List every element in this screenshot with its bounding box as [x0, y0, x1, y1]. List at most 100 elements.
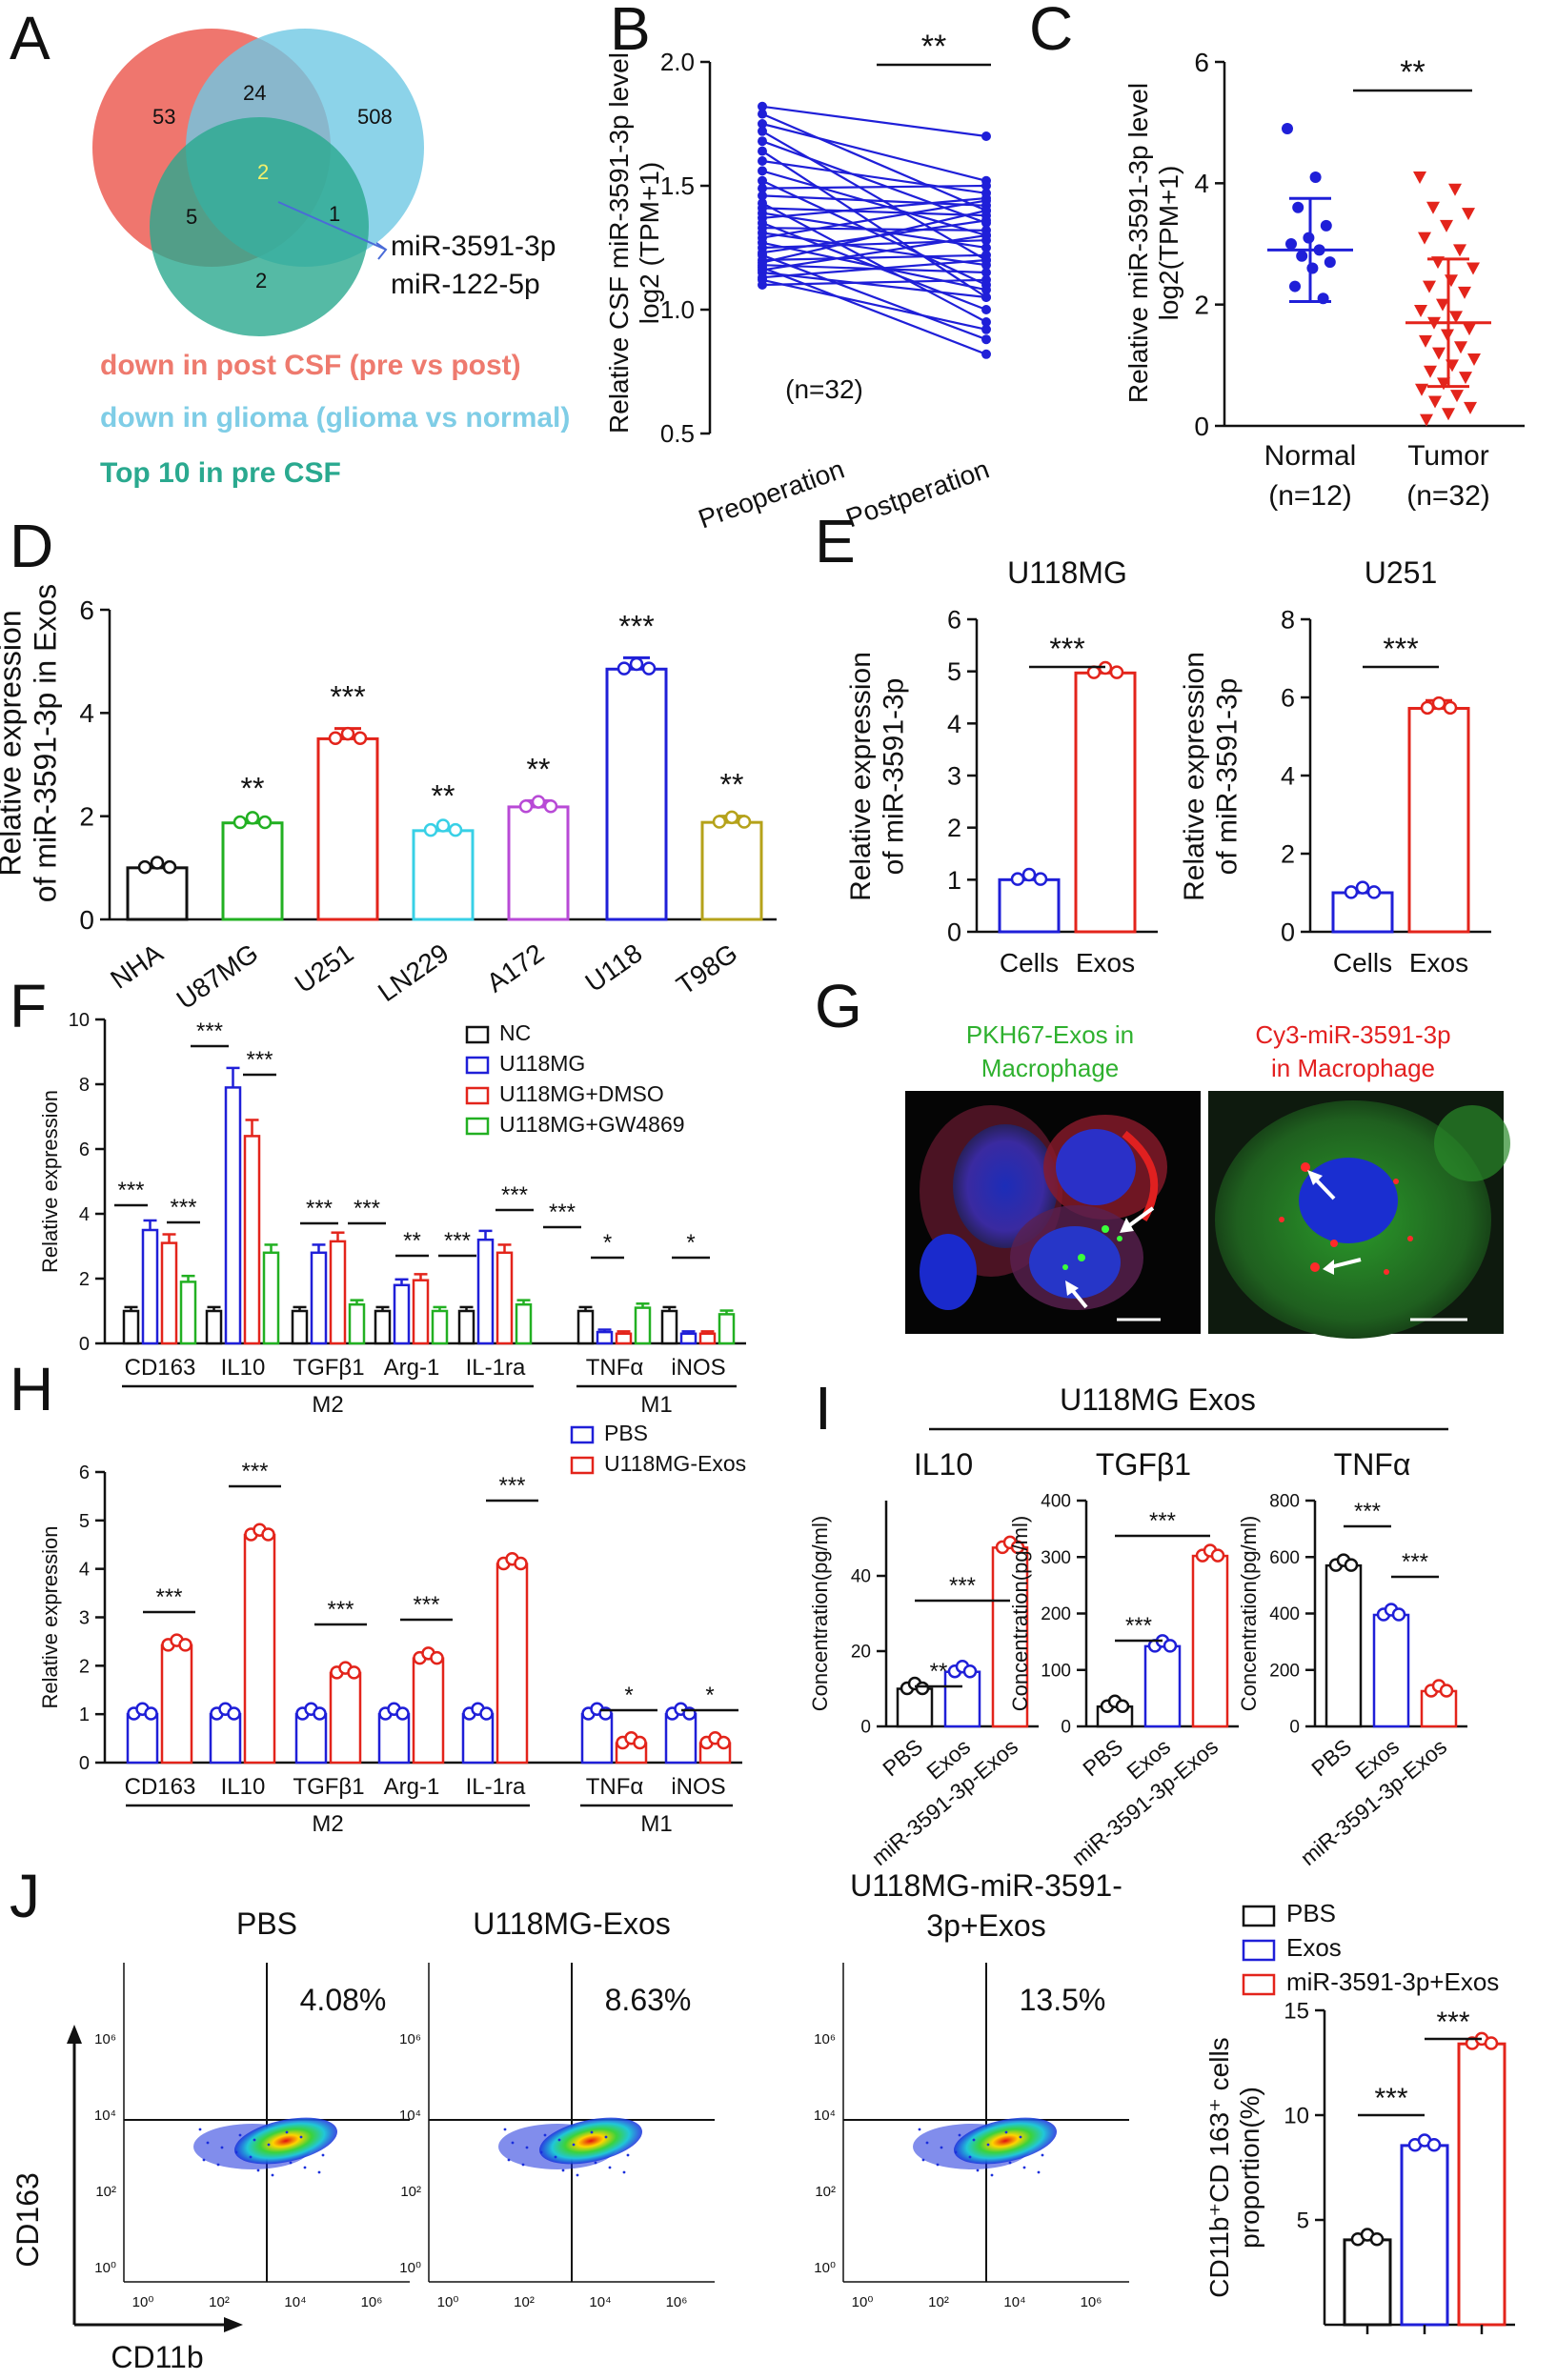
f-sig: *** [170, 1195, 196, 1220]
c-sig: ** [1400, 54, 1425, 91]
b-xlabel-post: Postperation [842, 454, 993, 534]
panel-letter-h: H [10, 1355, 53, 1423]
d-sig: ** [527, 752, 551, 786]
f-bar [243, 1135, 261, 1345]
j-event-dot [521, 2163, 525, 2167]
e2-bar [1331, 891, 1394, 934]
j2-point [1426, 2137, 1442, 2152]
panel-j-bar-chart: PBS Exos miR-3591-3p+Exos 5 10 15 CD11b⁺CD 163… [1204, 1899, 1515, 2334]
b-pre-point [758, 109, 767, 119]
venn-callout-line [277, 201, 387, 251]
f-legend-label: U118MG+GW4869 [499, 1112, 685, 1137]
i-bar [1372, 1613, 1410, 1728]
c-tumor-point [1453, 244, 1466, 257]
f-sig: *** [354, 1196, 380, 1221]
d-sig: *** [330, 680, 365, 715]
h-bar [329, 1671, 362, 1765]
e2-y-tick-label: 6 [1281, 683, 1295, 712]
e1-xlabel: Exos [1076, 948, 1135, 978]
j-x-tick: 10² [209, 2294, 230, 2310]
f-bar [374, 1309, 392, 1345]
b-post-point [981, 285, 991, 295]
b-pre-point [758, 119, 767, 129]
i-ylabel: Concentration(pg/ml) [1237, 1516, 1261, 1711]
j-x-tick: 10² [514, 2294, 535, 2310]
h-ylabel-line: Relative expression [38, 1526, 62, 1709]
venn-blue-green: 1 [329, 202, 340, 226]
b-pair-line [761, 140, 987, 225]
h-bar [160, 1644, 193, 1765]
h-bar [412, 1657, 445, 1765]
f-bar [457, 1309, 475, 1345]
i-title: TNFα [1334, 1447, 1411, 1482]
f-bar [122, 1309, 140, 1345]
f-sig: * [603, 1230, 612, 1256]
b-sig: ** [921, 29, 946, 65]
b-post-point [981, 215, 991, 226]
b-post-point [981, 292, 991, 302]
f-bar [576, 1309, 595, 1345]
h-group-label: M2 [312, 1811, 343, 1837]
i-sig: *** [1354, 1499, 1381, 1524]
j-xlabel: CD11b [111, 2340, 203, 2374]
c-tumor-point [1424, 365, 1437, 378]
b-pre-point [758, 156, 767, 166]
h-point [261, 1527, 275, 1542]
b-pair-line [761, 278, 987, 287]
i-xlabel: PBS [1306, 1734, 1356, 1782]
h-y-tick-label: 1 [79, 1704, 90, 1725]
h-xlabel: IL10 [221, 1774, 266, 1800]
venn-red-green: 5 [186, 205, 197, 229]
e1-y-tick-label: 1 [947, 866, 961, 895]
j-event-dot [925, 2141, 929, 2145]
d-point [137, 859, 152, 875]
e1-bar [1074, 671, 1137, 934]
c-ylabel-line: Relative miR-3591-3p level [1123, 83, 1153, 403]
h-xlabel: TGFβ1 [293, 1774, 364, 1800]
b-post-point [981, 131, 991, 141]
h-bar [377, 1712, 411, 1765]
c-tumor-point [1466, 262, 1480, 275]
f-legend-swatch [465, 1117, 490, 1136]
g-label-2a: Cy3-miR-3591-3p [1255, 1020, 1450, 1049]
e1-y-tick-label: 2 [947, 814, 961, 842]
i-point [1210, 1548, 1225, 1563]
j-event-dot [317, 2170, 321, 2174]
j-ylabel: CD163 [10, 2172, 45, 2268]
d-sig: ** [720, 768, 744, 802]
f-y-tick-label: 6 [79, 1140, 90, 1160]
c-tumor-point [1432, 347, 1446, 360]
b-post-point [981, 268, 991, 277]
f-xlabel: TGFβ1 [293, 1355, 364, 1381]
d-point [150, 856, 165, 870]
e2-point [1443, 700, 1458, 716]
j-y-tick: 10² [815, 2184, 836, 2200]
j-event-dot [936, 2163, 940, 2167]
f-bar [495, 1251, 514, 1345]
i-ylabel: Concentration(pg/ml) [808, 1516, 832, 1711]
j-x-tick: 10⁰ [132, 2294, 154, 2310]
i-bar [896, 1687, 934, 1728]
j-ylabel-line: CD163 [10, 2172, 45, 2268]
j-x-tick: 10² [928, 2294, 949, 2310]
f-bar [515, 1302, 533, 1345]
j2-bar [1400, 2144, 1449, 2327]
b-post-point [981, 305, 991, 314]
d-ylabel: Relative expressionof miR-3591-3p in Exo… [0, 584, 62, 902]
j-event-dot [539, 2150, 543, 2154]
f-sig: *** [549, 1200, 576, 1225]
f-sig: *** [501, 1182, 528, 1208]
c-normal-point [1306, 262, 1319, 274]
j2-ylabel-line: CD11b⁺CD 163⁺ cells [1204, 2037, 1234, 2297]
j-event-dot [285, 2130, 289, 2134]
i1-y-tick-label: 100 [1041, 1661, 1071, 1681]
h-ylabel: Relative expression [38, 1526, 62, 1709]
i1-y-tick-label: 0 [1061, 1718, 1071, 1738]
i-bar [1191, 1554, 1229, 1728]
i-point [1344, 1558, 1359, 1572]
d-xlabel: NHA [105, 938, 168, 994]
panel-g-microscopy: PKH67-Exos in Macrophage Cy3-miR-3591-3p… [905, 1020, 1510, 1339]
j-y-tick: 10⁰ [399, 2260, 421, 2276]
i0-y-tick-label: 40 [851, 1567, 871, 1587]
e2-bar [1407, 706, 1470, 934]
